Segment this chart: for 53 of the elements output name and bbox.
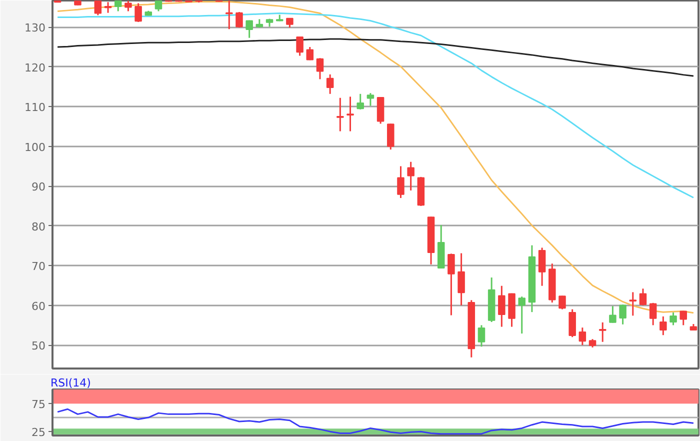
candlestick [407, 161, 414, 192]
candlestick [619, 304, 626, 326]
candlestick [397, 165, 404, 199]
candlestick [296, 36, 304, 56]
candlestick [366, 92, 374, 107]
candlestick [346, 96, 354, 132]
candlestick [558, 295, 566, 310]
candlestick [498, 285, 506, 328]
y-tick-label: 60 [32, 300, 46, 313]
y-tick-label: 110 [24, 101, 46, 114]
candlestick [518, 296, 526, 334]
candlestick [236, 11, 243, 28]
candlestick [356, 93, 364, 110]
candlestick [538, 246, 546, 287]
candlestick [246, 20, 253, 39]
candlestick [336, 97, 344, 132]
candlestick [134, 2, 142, 23]
candlestick [639, 288, 647, 306]
candlestick [104, 1, 112, 14]
candlestick [478, 324, 486, 348]
candlestick [114, 0, 122, 12]
candlestick [154, 0, 162, 12]
y-tick-label: 130 [24, 22, 46, 35]
candlestick [376, 96, 384, 124]
candlestick [226, 0, 233, 30]
candlestick [568, 308, 576, 338]
y-tick-label: 70 [32, 260, 46, 274]
line-series [56, 408, 694, 435]
candlestick [124, 0, 132, 12]
y-tick-label: 75 [32, 398, 46, 412]
y-tick-label: 120 [24, 61, 46, 74]
candlestick [629, 291, 637, 316]
candlestick [660, 316, 667, 336]
y-tick-label: 80 [32, 220, 46, 234]
candlestick [306, 46, 314, 61]
y-tick-label: 100 [24, 140, 46, 154]
line-series [56, 38, 694, 77]
candlestick [448, 252, 455, 316]
candlestick [598, 322, 606, 343]
chart-title: RSI(14) [50, 376, 91, 390]
candlestick [670, 312, 677, 326]
y-tick-label: 50 [32, 340, 46, 353]
candlestick [326, 74, 334, 95]
candlestick [316, 57, 324, 80]
candlestick [649, 302, 657, 326]
candlestick [458, 252, 465, 306]
candlestick [578, 326, 586, 346]
candlestick [680, 310, 687, 326]
candlestick [609, 305, 616, 324]
y-tick-label: 25 [32, 426, 46, 440]
y-tick-label: 90 [32, 180, 46, 194]
candlestick [387, 122, 394, 150]
candlestick [94, 0, 102, 16]
